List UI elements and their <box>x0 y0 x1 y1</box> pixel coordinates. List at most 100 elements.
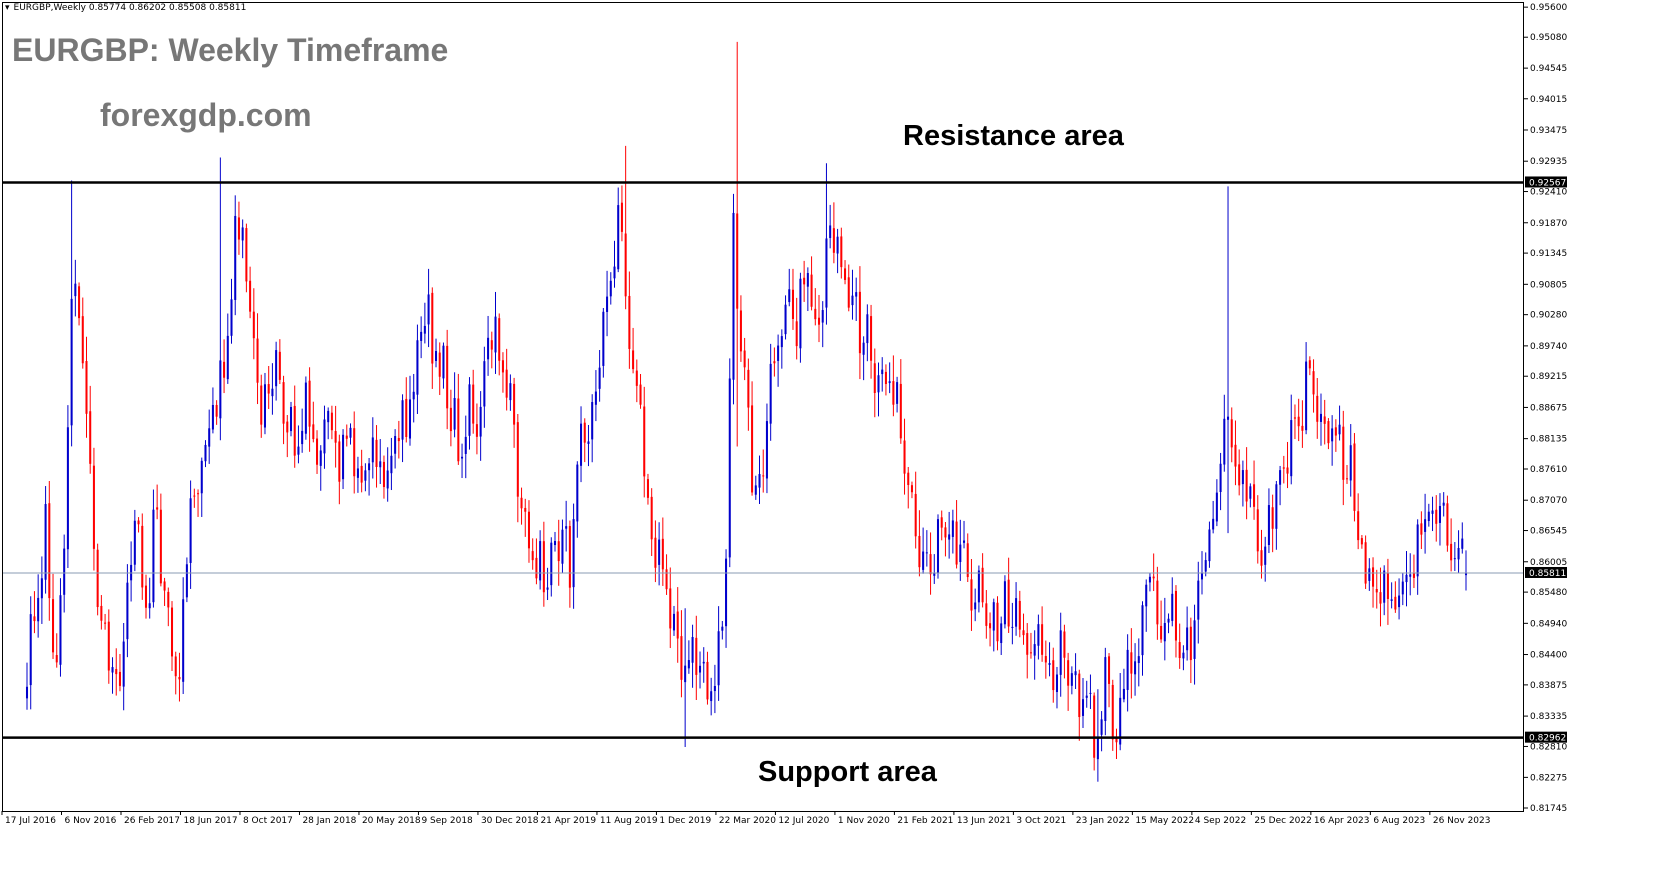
candle <box>561 519 564 574</box>
y-tick-label: 0.84400 <box>1530 651 1567 661</box>
candle <box>1227 186 1230 534</box>
candle <box>1029 632 1032 659</box>
candle <box>613 240 616 288</box>
candle <box>672 605 676 636</box>
candle <box>1416 519 1419 595</box>
candle <box>275 341 278 401</box>
candle <box>1464 550 1468 591</box>
candle <box>1398 578 1401 620</box>
candle <box>643 386 646 498</box>
candle <box>992 598 995 652</box>
candle <box>174 651 177 695</box>
candle <box>817 294 821 343</box>
candle <box>386 447 389 502</box>
candle <box>416 324 419 414</box>
candle <box>710 677 713 716</box>
candle <box>304 376 307 440</box>
candle <box>765 403 768 494</box>
candle <box>1450 518 1453 572</box>
candle <box>1338 405 1341 441</box>
candle <box>1301 400 1304 448</box>
y-tick-label: 0.83335 <box>1530 712 1567 722</box>
candle <box>111 657 114 694</box>
candle <box>944 521 947 557</box>
candle <box>669 567 672 649</box>
candle <box>791 268 795 330</box>
candle <box>1026 623 1029 679</box>
candle <box>461 443 464 479</box>
candle <box>297 425 300 464</box>
candle <box>799 272 802 363</box>
candle <box>1193 604 1196 685</box>
candle <box>122 622 125 711</box>
x-tick-label: 13 Jun 2021 <box>957 816 1011 826</box>
candle <box>397 420 400 459</box>
ohlc-values: 0.85774 0.86202 0.85508 0.85811 <box>88 3 247 13</box>
candle <box>1390 582 1393 609</box>
candle <box>617 187 620 273</box>
candle <box>475 403 478 455</box>
candle <box>185 557 188 603</box>
price-tag: 0.92567 <box>1525 176 1567 188</box>
candle <box>1048 642 1051 677</box>
x-tick-label: 15 May 2022 <box>1135 816 1194 826</box>
candle <box>955 500 958 569</box>
candle <box>1424 493 1427 554</box>
candle <box>107 609 110 684</box>
candle <box>606 270 609 337</box>
candle <box>327 407 330 440</box>
candle <box>702 647 705 683</box>
candle <box>189 480 192 589</box>
candle <box>118 653 121 692</box>
candle <box>922 527 925 574</box>
candle <box>896 376 899 413</box>
candle <box>301 408 304 453</box>
candle <box>1189 617 1192 684</box>
candle <box>531 538 534 570</box>
candle <box>1312 359 1315 413</box>
candle <box>974 588 977 622</box>
candle <box>1219 452 1222 511</box>
candle <box>70 180 73 447</box>
candle <box>803 260 806 302</box>
candle <box>1089 674 1092 710</box>
candle <box>167 587 170 627</box>
candle <box>1241 460 1244 507</box>
candle <box>1212 500 1215 534</box>
candle <box>1156 566 1159 640</box>
candle <box>74 259 77 317</box>
x-tick-label: 21 Apr 2019 <box>540 816 596 826</box>
candle <box>658 522 661 586</box>
x-tick-label: 20 May 2018 <box>362 816 421 826</box>
y-tick-label: 0.93475 <box>1530 126 1567 136</box>
x-tick-label: 6 Nov 2016 <box>64 816 116 826</box>
y-tick-label: 0.81745 <box>1530 804 1567 814</box>
candle <box>985 590 988 639</box>
candle <box>795 297 798 360</box>
candle <box>1353 433 1356 522</box>
x-tick-label: 30 Dec 2018 <box>481 816 539 826</box>
candle <box>1078 669 1081 741</box>
candle <box>933 554 936 584</box>
candle <box>1267 488 1270 554</box>
candle <box>989 612 992 647</box>
y-tick-label: 0.94015 <box>1530 95 1567 105</box>
candle <box>1208 521 1211 568</box>
candle <box>747 358 750 431</box>
candle <box>204 440 207 468</box>
candle <box>1141 601 1144 676</box>
y-tick-label: 0.88675 <box>1530 403 1567 413</box>
candle <box>234 195 237 316</box>
candle <box>360 449 363 493</box>
candle <box>632 327 635 374</box>
candle <box>877 362 880 417</box>
candle <box>159 493 162 587</box>
candle <box>1130 628 1133 699</box>
candle <box>479 391 482 461</box>
candle <box>211 387 214 434</box>
collapse-triangle-icon[interactable]: ▾ <box>5 3 10 13</box>
candle <box>963 520 966 549</box>
candle <box>1360 535 1363 549</box>
support-label: Support area <box>758 756 937 788</box>
candle <box>661 517 664 586</box>
